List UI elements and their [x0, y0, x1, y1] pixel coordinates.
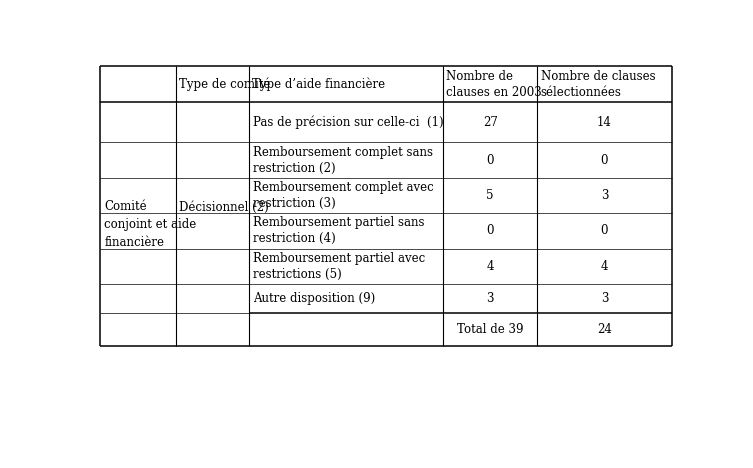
- Text: Nombre de clauses
sélectionnées: Nombre de clauses sélectionnées: [541, 70, 655, 99]
- Text: 0: 0: [486, 154, 494, 167]
- Text: 4: 4: [486, 260, 494, 273]
- Text: Remboursement partiel avec
restrictions (5): Remboursement partiel avec restrictions …: [253, 252, 425, 281]
- Text: Autre disposition (9): Autre disposition (9): [253, 292, 375, 305]
- Text: Pas de précision sur celle-ci  (1): Pas de précision sur celle-ci (1): [253, 116, 444, 129]
- Text: 0: 0: [601, 154, 608, 167]
- Text: 27: 27: [483, 116, 498, 129]
- Text: Total de 39: Total de 39: [457, 323, 523, 336]
- Text: 5: 5: [486, 189, 494, 202]
- Text: Remboursement complet avec
restriction (3): Remboursement complet avec restriction (…: [253, 181, 434, 210]
- Text: Type d’aide financière: Type d’aide financière: [252, 78, 386, 91]
- Text: Nombre de
clauses en 2003: Nombre de clauses en 2003: [446, 70, 541, 99]
- Text: Comité
conjoint et aide
financière: Comité conjoint et aide financière: [104, 199, 197, 249]
- Text: 0: 0: [601, 225, 608, 237]
- Text: Remboursement partiel sans
restriction (4): Remboursement partiel sans restriction (…: [253, 216, 425, 245]
- Text: 3: 3: [601, 292, 608, 305]
- Text: Décisionnel (2): Décisionnel (2): [178, 201, 268, 214]
- Text: 3: 3: [601, 189, 608, 202]
- Text: 4: 4: [601, 260, 608, 273]
- Text: Remboursement complet sans
restriction (2): Remboursement complet sans restriction (…: [253, 146, 433, 175]
- Text: 3: 3: [486, 292, 494, 305]
- Text: 0: 0: [486, 225, 494, 237]
- Text: 24: 24: [597, 323, 612, 336]
- Text: 14: 14: [597, 116, 612, 129]
- Text: Type de comité: Type de comité: [178, 78, 270, 91]
